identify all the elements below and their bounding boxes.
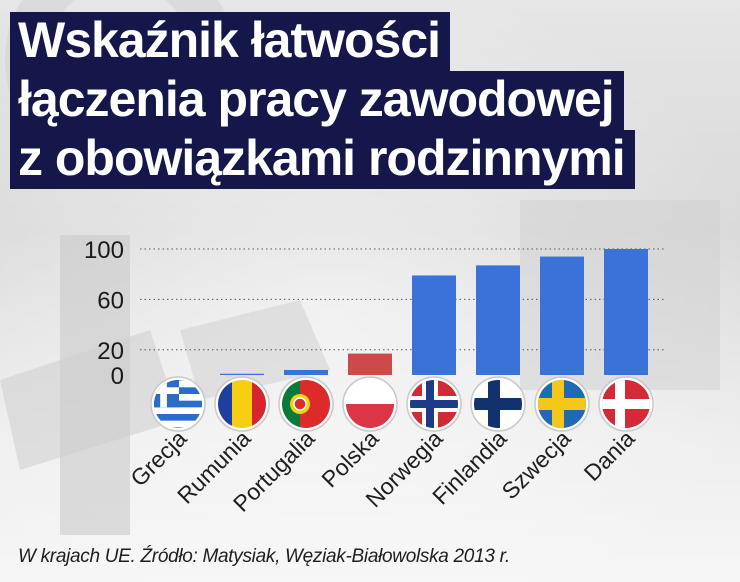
bar-portugalia xyxy=(284,369,328,375)
bar-chart: 02060100GrecjaRumuniaPortugaliaPolskaNor… xyxy=(84,237,665,517)
finland-flag-icon xyxy=(474,380,522,428)
bar-szwecja xyxy=(540,256,584,375)
x-tick-label: Dania xyxy=(579,425,640,486)
sweden-flag-icon xyxy=(538,380,586,428)
poland-flag-icon xyxy=(346,380,394,428)
denmark-flag-icon xyxy=(602,380,650,428)
bar-rumunia xyxy=(220,373,264,375)
chart-title: Wskaźnik łatwości łączenia pracy zawodow… xyxy=(10,12,635,189)
y-tick-label: 0 xyxy=(111,363,124,390)
bar-dania xyxy=(604,249,648,375)
greece-flag-icon xyxy=(154,380,202,428)
portugal-flag-icon xyxy=(282,380,330,428)
norway-flag-icon xyxy=(410,380,458,428)
y-tick-label: 60 xyxy=(97,287,124,314)
title-line-2: łączenia pracy zawodowej xyxy=(10,71,624,130)
bar-polska xyxy=(348,353,392,375)
bar-finlandia xyxy=(476,265,520,375)
title-line-3: z obowiązkami rodzinnymi xyxy=(10,130,635,189)
source-note: W krajach UE. Źródło: Matysiak, Węziak-B… xyxy=(18,546,510,567)
title-line-1: Wskaźnik łatwości xyxy=(10,12,451,71)
y-tick-label: 20 xyxy=(97,338,124,365)
bar-norwegia xyxy=(412,275,456,375)
x-tick-label: Szwecja xyxy=(497,425,576,504)
y-tick-label: 100 xyxy=(84,237,124,264)
romania-flag-icon xyxy=(218,380,266,428)
